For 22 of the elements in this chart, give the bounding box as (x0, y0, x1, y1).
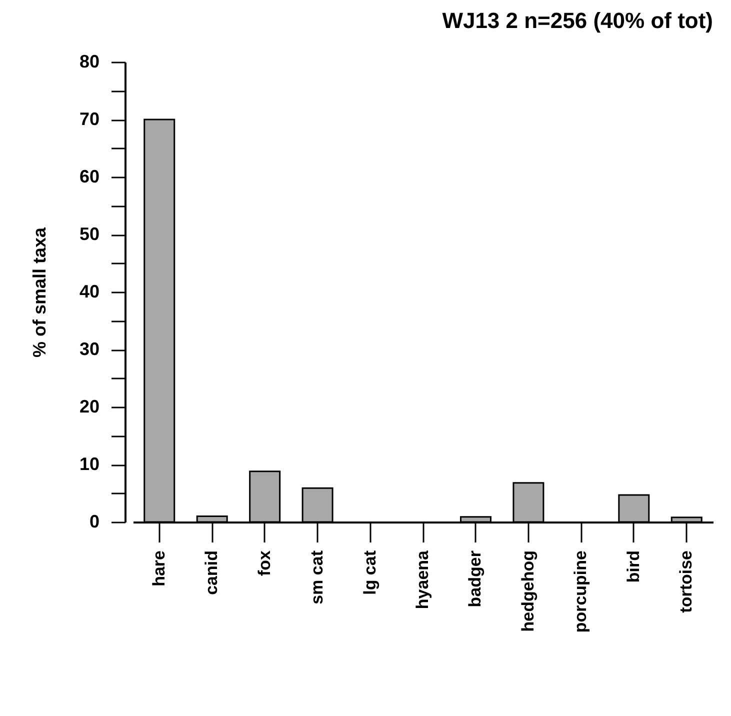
x-tick-label: bird (624, 550, 643, 583)
y-tick-label: 30 (79, 339, 100, 359)
x-tick-label: lg cat (360, 550, 380, 595)
x-tick-label: fox (254, 550, 274, 576)
chart-title: WJ13 2 n=256 (40% of tot) (442, 8, 713, 33)
y-tick-label: 40 (79, 282, 100, 302)
x-tick-label: hare (149, 550, 168, 586)
y-tick-label: 50 (79, 224, 100, 244)
x-tick-label: tortoise (676, 550, 696, 613)
y-tick-label: 20 (79, 396, 100, 416)
x-tick-label: hedgehog (518, 550, 538, 632)
x-tick-label: sm cat (308, 550, 327, 604)
y-tick-label: 10 (79, 454, 100, 474)
x-tick-label: canid (202, 550, 222, 595)
x-tick-label: porcupine (571, 550, 590, 633)
y-tick-label: 80 (79, 52, 100, 72)
y-tick-label: 60 (79, 166, 100, 186)
y-tick-label: 70 (79, 109, 100, 129)
y-tick-label: 0 (89, 512, 100, 532)
x-tick-label: hyaena (413, 550, 432, 610)
x-tick-label: badger (466, 550, 485, 608)
y-axis-title: % of small taxa (29, 226, 50, 358)
